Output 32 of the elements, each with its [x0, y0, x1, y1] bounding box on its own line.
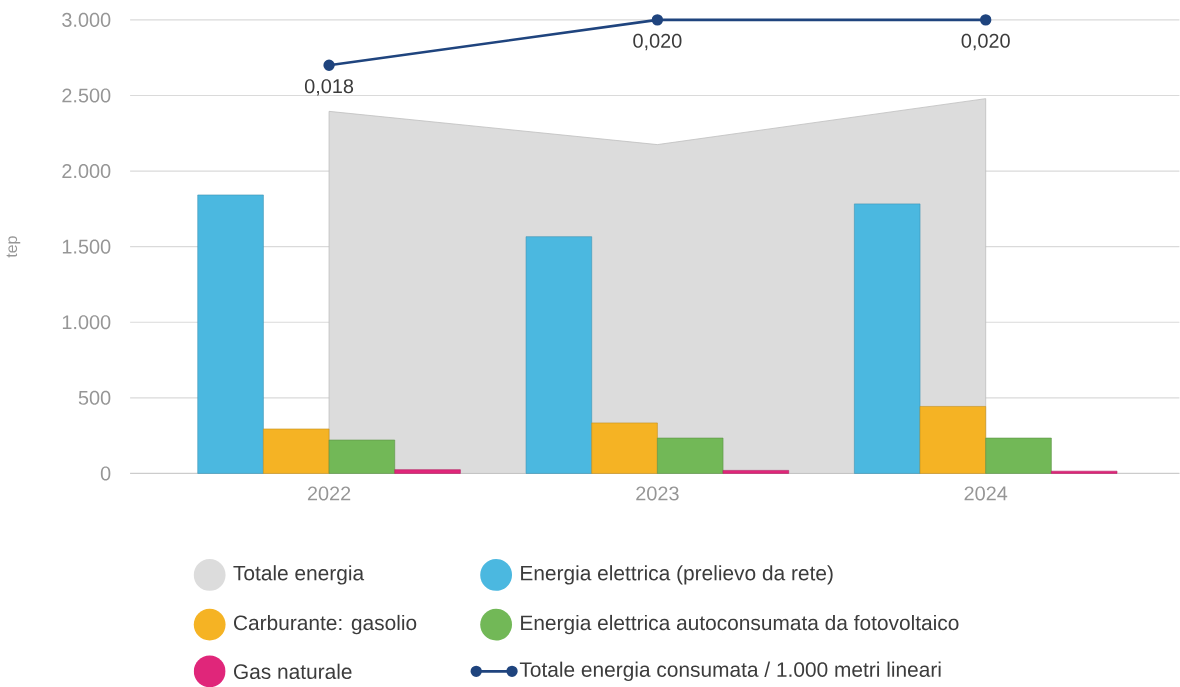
bar — [328, 439, 396, 474]
legend-label: Gas naturale — [234, 663, 352, 679]
bar — [657, 437, 724, 474]
data-label: 0,020 — [961, 33, 1010, 51]
bar — [394, 469, 461, 474]
x-tick-label: 2024 — [964, 486, 1008, 501]
legend-label: Carburante: gasolio — [234, 614, 417, 635]
y-tick-label: 3.000 — [62, 12, 111, 27]
bar — [263, 428, 330, 474]
bar — [854, 203, 921, 474]
y-tick-label: 2.500 — [62, 88, 111, 103]
y-tick-label: 1.500 — [62, 239, 111, 254]
bar — [1051, 470, 1118, 474]
y-tick-label: 500 — [78, 390, 111, 405]
bar — [985, 437, 1052, 474]
data-label: 0,020 — [633, 33, 682, 51]
bar — [591, 422, 658, 474]
legend-label: Energia elettrica autoconsumata da fotovoltaico — [521, 614, 959, 635]
legend-label: Totale energia consumata / 1.000 metri lineari — [519, 661, 941, 681]
bar — [197, 194, 264, 474]
y-tick-label: 2.000 — [62, 163, 111, 178]
y-tick-label: 1.000 — [62, 315, 111, 330]
bar — [722, 469, 789, 474]
legend-label: Energia elettrica (prelievo da rete) — [521, 565, 833, 585]
y-tick-label: 0 — [100, 466, 111, 481]
x-tick-label: 2023 — [636, 486, 679, 501]
legend-label: Totale energia — [233, 565, 365, 585]
y-axis-title: tep — [6, 236, 21, 258]
x-tick-label: 2022 — [307, 486, 351, 501]
bar — [525, 236, 593, 474]
bar — [919, 406, 986, 474]
data-label: 0,018 — [304, 79, 354, 96]
